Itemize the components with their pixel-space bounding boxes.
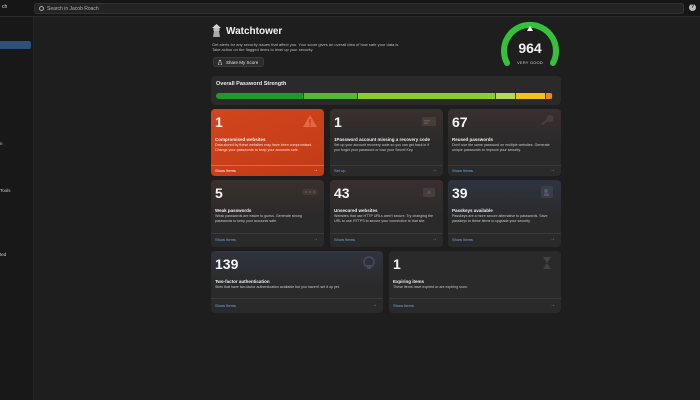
watchtower-icon	[212, 24, 221, 37]
card-weak-passwords[interactable]: 5 Weak passwords Weak passwords are easi…	[211, 180, 324, 247]
account-name-fragment[interactable]: ch	[2, 4, 8, 10]
sidebar-item-fragment[interactable]: Tools	[0, 188, 11, 193]
arrow-right-icon[interactable]: →	[550, 302, 555, 308]
share-icon	[218, 60, 222, 65]
card-expiring-items[interactable]: 1 Expiring items These items have expire…	[389, 251, 561, 313]
card-count: 5	[215, 185, 223, 201]
card-description: These items have expired or are expiring…	[393, 285, 468, 289]
sidebar-item-fragment[interactable]: ted	[0, 252, 7, 257]
card-divider	[211, 165, 324, 166]
card-reused-passwords[interactable]: 67 Reused passwords Don't use the same p…	[448, 109, 561, 176]
sidebar: n Tools ted	[0, 17, 34, 400]
password-strength-label: Overall Password Strength	[216, 81, 287, 87]
card-count: 43	[334, 185, 350, 201]
arrow-right-icon[interactable]: →	[313, 167, 318, 173]
set-up-link[interactable]: Set up	[334, 168, 346, 173]
arrow-right-icon[interactable]: →	[313, 236, 318, 242]
hourglass-icon	[543, 257, 551, 269]
watchtower-header: Watchtower Get alerts for any security i…	[212, 23, 562, 73]
card-description: Data stored by these websites may have b…	[215, 143, 313, 152]
strength-segment	[216, 93, 303, 99]
card-description: Sites that have two-factor authenticatio…	[215, 285, 340, 289]
card-count: 1	[215, 114, 223, 130]
card-title: Reused passwords	[452, 137, 494, 142]
arrow-right-icon[interactable]: →	[550, 236, 555, 242]
card-description: Passkeys are a more secure alternative t…	[452, 214, 548, 223]
arrow-right-icon[interactable]: →	[372, 302, 377, 308]
card-title: Unsecured websites	[334, 208, 378, 213]
card-title: Two-factor authentication	[215, 279, 270, 284]
page-title: Watchtower	[226, 26, 283, 37]
card-title: Passkeys available	[452, 208, 493, 213]
show-items-link[interactable]: Show Items	[393, 303, 414, 308]
top-bar: ch Search in Jacob Roach ?	[0, 0, 700, 17]
show-items-link[interactable]: Show Items	[215, 237, 236, 242]
sidebar-selected-item[interactable]	[0, 41, 31, 49]
password-strength-bar	[216, 93, 553, 99]
share-score-label: Share My Score	[226, 60, 259, 65]
passkey-icon	[541, 186, 553, 198]
card-unsecured-websites[interactable]: 43 Unsecured websites Websites that use …	[330, 180, 443, 247]
password-strength-panel: Overall Password Strength	[211, 76, 561, 105]
card-description: Don't use the same password on multiple …	[452, 143, 550, 152]
card-count: 1	[393, 256, 401, 272]
key-card-icon	[422, 117, 436, 126]
search-icon	[39, 6, 44, 11]
card-count: 39	[452, 185, 468, 201]
share-score-button[interactable]: Share My Score	[213, 57, 265, 67]
security-score-gauge: 964 VERY GOOD	[498, 20, 562, 70]
score-value: 964	[518, 40, 542, 56]
score-up-icon	[527, 26, 533, 31]
card-divider	[330, 165, 443, 166]
card-recovery-code[interactable]: 1 1Password account missing a recovery c…	[330, 109, 443, 176]
unlock-icon	[423, 188, 435, 197]
show-items-link[interactable]: Show Items	[215, 168, 236, 173]
card-compromised-websites[interactable]: 1 Compromised websites Data stored by th…	[211, 109, 324, 176]
card-two-factor[interactable]: 139 Two-factor authentication Sites that…	[211, 251, 383, 313]
card-divider	[211, 233, 324, 234]
two-factor-icon	[363, 256, 375, 269]
sidebar-item-fragment[interactable]: n	[0, 141, 3, 146]
key-icon	[541, 115, 554, 126]
search-placeholder: Search in Jacob Roach	[47, 6, 99, 12]
show-items-link[interactable]: Show Items	[452, 168, 473, 173]
card-divider	[448, 165, 561, 166]
strength-segment	[357, 93, 495, 99]
strength-segment	[546, 93, 552, 99]
password-dots-icon	[302, 189, 318, 195]
arrow-right-icon[interactable]: →	[432, 236, 437, 242]
page-description: Get alerts for any security issues that …	[212, 42, 400, 53]
card-title: Compromised websites	[215, 137, 266, 142]
search-input[interactable]: Search in Jacob Roach	[34, 3, 684, 14]
strength-segment	[515, 93, 546, 99]
alert-triangle-icon	[303, 115, 317, 127]
score-rating: VERY GOOD	[517, 60, 543, 65]
card-divider	[211, 298, 383, 299]
card-count: 67	[452, 114, 468, 130]
card-count: 139	[215, 256, 239, 272]
strength-segment	[495, 93, 515, 99]
show-items-link[interactable]: Show Items	[334, 237, 355, 242]
card-title: Weak passwords	[215, 208, 252, 213]
arrow-right-icon[interactable]: →	[432, 167, 437, 173]
card-passkeys-available[interactable]: 39 Passkeys available Passkeys are a mor…	[448, 180, 561, 247]
show-items-link[interactable]: Show Items	[452, 237, 473, 242]
card-count: 1	[334, 114, 342, 130]
card-title: Expiring items	[393, 279, 425, 284]
card-description: Set up your account recovery code so you…	[334, 143, 430, 152]
card-title: 1Password account missing a recovery cod…	[334, 137, 431, 142]
card-description: Websites that use HTTP URLs aren't secur…	[334, 214, 434, 223]
strength-segment	[303, 93, 357, 99]
card-description: Weak passwords are easier to guess. Gene…	[215, 214, 302, 223]
score-arc	[501, 21, 559, 66]
arrow-right-icon[interactable]: →	[550, 167, 555, 173]
card-divider	[389, 298, 561, 299]
card-divider	[448, 233, 561, 234]
help-icon[interactable]: ?	[689, 4, 696, 11]
card-divider	[330, 233, 443, 234]
show-items-link[interactable]: Show Items	[215, 303, 236, 308]
